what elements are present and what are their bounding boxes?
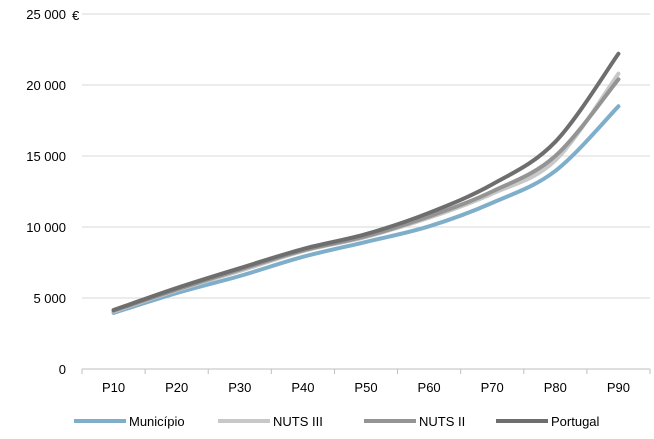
series-line-nuts-iii [111, 71, 621, 314]
legend: Município NUTS III NUTS II Portugal [74, 414, 600, 429]
y-tick-label: 25 000 [26, 7, 66, 22]
x-tick-label: P50 [354, 380, 377, 395]
y-unit-label: € [72, 8, 80, 23]
legend-label: NUTS III [273, 414, 323, 429]
x-tick-label: P90 [607, 380, 630, 395]
legend-label: Portugal [551, 414, 600, 429]
series-line-municipio [111, 104, 621, 315]
series-line-nuts-ii [111, 77, 621, 313]
x-tick-label: P60 [418, 380, 441, 395]
series-line-portugal [111, 51, 621, 313]
axes: 0 5 000 10 000 15 000 20 000 25 000 € P10 P20 P30… [26, 7, 651, 395]
legend-label: NUTS II [419, 414, 465, 429]
x-tick-label: P30 [228, 380, 251, 395]
y-tick-label: 15 000 [26, 149, 66, 164]
legend-label: Município [129, 414, 185, 429]
series-lines [111, 51, 621, 315]
x-tick-label: P40 [291, 380, 314, 395]
y-tick-label: 10 000 [26, 220, 66, 235]
y-tick-label: 0 [59, 362, 66, 377]
x-tick-label: P80 [544, 380, 567, 395]
gridlines [82, 13, 650, 299]
x-tick-label: P70 [481, 380, 504, 395]
x-tick-label: P10 [102, 380, 125, 395]
y-tick-label: 20 000 [26, 78, 66, 93]
y-tick-label: 5 000 [33, 291, 66, 306]
x-tick-label: P20 [165, 380, 188, 395]
